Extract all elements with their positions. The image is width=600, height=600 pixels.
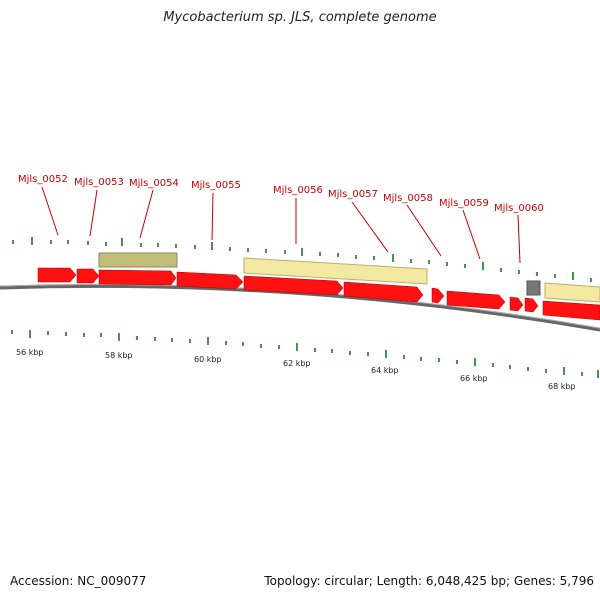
gene-arrow[interactable]	[76, 268, 100, 284]
accession-text: Accession: NC_009077	[10, 574, 147, 588]
gene-arrow[interactable]	[509, 296, 524, 312]
gene-label[interactable]: Mjls_0059	[439, 198, 489, 209]
gene-label[interactable]: Mjls_0054	[129, 178, 179, 189]
tick-label: 68 kbp	[548, 382, 576, 391]
map-title: Mycobacterium sp. JLS, complete genome	[163, 10, 437, 25]
gene-label[interactable]: Mjls_0057	[328, 189, 378, 200]
feature-gray[interactable]	[526, 280, 541, 296]
gene-label[interactable]: Mjls_0052	[18, 174, 68, 185]
gene-arrow[interactable]	[446, 290, 506, 310]
gene-arrow[interactable]	[37, 267, 77, 283]
tick-label: 60 kbp	[194, 355, 222, 364]
gene-label[interactable]: Mjls_0058	[383, 193, 433, 204]
gene-arrow[interactable]	[343, 281, 424, 303]
tick-label: 58 kbp	[105, 351, 133, 360]
gene-arrow[interactable]	[243, 275, 344, 296]
gene-label[interactable]: Mjls_0060	[494, 203, 544, 214]
gene-arrow[interactable]	[98, 269, 177, 286]
genome-backbone	[0, 284, 600, 332]
gene-label[interactable]: Mjls_0053	[74, 177, 124, 188]
upper-ticks	[12, 237, 592, 282]
tick-labels: 56 kbp 58 kbp 60 kbp 62 kbp 64 kbp 66 kb…	[16, 348, 576, 391]
feature-pale[interactable]	[243, 257, 428, 285]
gene-arrow[interactable]	[542, 300, 600, 321]
feature-pale-right[interactable]	[544, 282, 600, 303]
gene-arrow[interactable]	[431, 287, 445, 304]
label-leaders	[41, 186, 521, 264]
genome-summary-text: Topology: circular; Length: 6,048,425 bp…	[264, 574, 594, 588]
gene-arrows	[37, 267, 600, 321]
tick-label: 62 kbp	[283, 359, 311, 368]
gene-label[interactable]: Mjls_0055	[191, 180, 241, 191]
feature-olive[interactable]	[98, 252, 178, 268]
lower-ticks	[11, 330, 599, 378]
gene-label[interactable]: Mjls_0056	[273, 185, 323, 196]
gene-labels: Mjls_0052 Mjls_0053 Mjls_0054 Mjls_0055 …	[18, 174, 544, 214]
gene-arrow[interactable]	[176, 271, 244, 290]
tick-label: 66 kbp	[460, 374, 488, 383]
gene-arrow[interactable]	[524, 297, 539, 313]
tick-label: 56 kbp	[16, 348, 44, 357]
tick-label: 64 kbp	[371, 366, 399, 375]
